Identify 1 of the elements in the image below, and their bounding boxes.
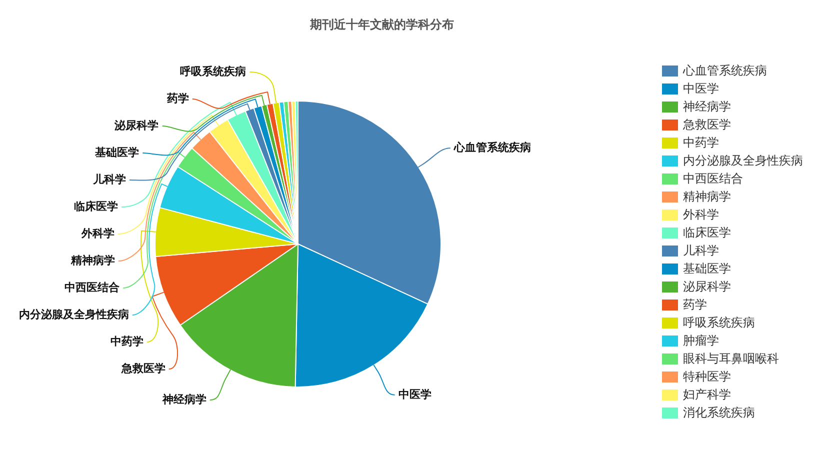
title: 期刊近十年文献的学科分布 [310,17,454,32]
